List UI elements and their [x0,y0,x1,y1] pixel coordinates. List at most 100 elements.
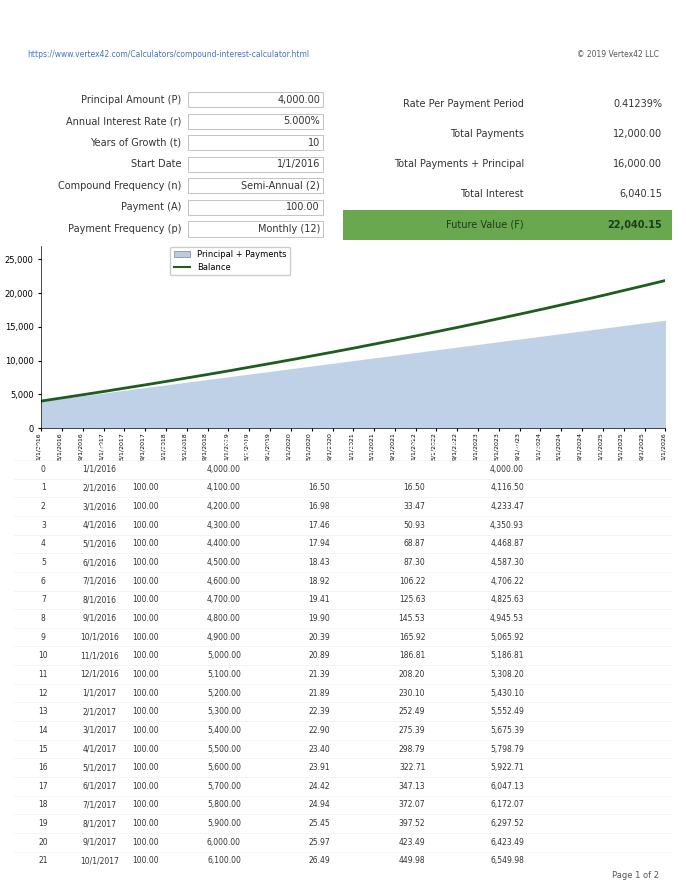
Text: Interest: Interest [415,449,449,458]
Text: 18.92: 18.92 [308,576,330,586]
Text: 100.00: 100.00 [132,670,158,679]
Text: Payments: Payments [226,449,269,458]
Text: Future Value (F): Future Value (F) [447,219,524,230]
Text: Compound Interest Calculator: Compound Interest Calculator [27,18,357,37]
Text: 10: 10 [308,138,320,147]
Text: 322.71: 322.71 [399,763,425,773]
Text: 8: 8 [41,614,46,623]
Text: 4,945.53: 4,945.53 [490,614,524,623]
Text: 5,186.81: 5,186.81 [490,651,524,661]
Text: 19: 19 [38,819,48,829]
Text: Annual Interest Rate (r): Annual Interest Rate (r) [66,116,181,126]
Text: 25.45: 25.45 [308,819,330,829]
Text: 1/1/2016: 1/1/2016 [82,464,117,474]
FancyBboxPatch shape [188,178,323,194]
Text: Years of Growth (t): Years of Growth (t) [91,138,181,147]
Text: 12: 12 [38,688,48,698]
Text: Interest: Interest [319,443,353,452]
Text: Semi-Annual (2): Semi-Annual (2) [241,181,320,191]
Text: 423.49: 423.49 [399,837,425,847]
FancyBboxPatch shape [188,156,323,172]
Text: 5/1/2017: 5/1/2017 [82,763,117,773]
Text: 10: 10 [38,651,48,661]
Text: 24.42: 24.42 [308,781,330,791]
Text: 10/1/2017: 10/1/2017 [80,856,119,866]
Text: 449.98: 449.98 [399,856,425,866]
Text: 100.00: 100.00 [132,483,158,493]
Text: 3: 3 [41,520,46,530]
Text: 17.46: 17.46 [308,520,330,530]
Text: 100.00: 100.00 [132,576,158,586]
Text: 5,675.39: 5,675.39 [490,725,524,735]
Text: 11: 11 [38,670,48,679]
Text: 25.97: 25.97 [308,837,330,847]
Text: Monthly (12): Monthly (12) [258,224,320,234]
Text: 100.00: 100.00 [132,688,158,698]
Text: 6,297.52: 6,297.52 [490,819,524,829]
Text: 4,100.00: 4,100.00 [207,483,241,493]
Text: 4,500.00: 4,500.00 [207,558,241,567]
Text: 7/1/2016: 7/1/2016 [82,576,117,586]
Text: Total Interest: Total Interest [460,189,524,200]
Text: 4,350.93: 4,350.93 [490,520,524,530]
Text: 2/1/2017: 2/1/2017 [82,707,117,717]
Text: 125.63: 125.63 [399,595,425,605]
Text: 6,040.15: 6,040.15 [619,189,663,200]
Text: 16: 16 [38,763,48,773]
Text: 4,706.22: 4,706.22 [490,576,524,586]
Text: 9/1/2017: 9/1/2017 [82,837,117,847]
Text: 21: 21 [38,856,48,866]
Text: 4,825.63: 4,825.63 [490,595,524,605]
Text: 5,798.79: 5,798.79 [490,744,524,754]
Text: 208.20: 208.20 [399,670,425,679]
Text: 7: 7 [41,595,46,605]
Text: 9/1/2016: 9/1/2016 [82,614,117,623]
Text: 23.91: 23.91 [308,763,330,773]
Text: Cumulative: Cumulative [407,440,456,448]
Text: 21.39: 21.39 [308,670,330,679]
Text: 22.90: 22.90 [308,725,330,735]
Text: 1: 1 [41,483,46,493]
Text: 16,000.00: 16,000.00 [613,159,663,170]
Text: 4,800.00: 4,800.00 [207,614,241,623]
Text: 0.41239%: 0.41239% [613,99,663,109]
Text: 22,040.15: 22,040.15 [608,219,663,230]
Text: Date: Date [89,443,110,452]
FancyBboxPatch shape [188,221,323,236]
Text: 50.93: 50.93 [403,520,425,530]
Text: 16.98: 16.98 [308,502,330,511]
Text: 5,308.20: 5,308.20 [490,670,524,679]
Text: 6,000.00: 6,000.00 [207,837,241,847]
Text: 17: 17 [38,781,48,791]
Text: 5,300.00: 5,300.00 [207,707,241,717]
Text: 100.00: 100.00 [132,614,158,623]
Text: 0: 0 [41,464,46,474]
Text: 4,700.00: 4,700.00 [207,595,241,605]
Text: 5,800.00: 5,800.00 [207,800,241,810]
Text: 5,500.00: 5,500.00 [207,744,241,754]
Text: Principal +: Principal + [224,440,271,448]
Text: 10/1/2016: 10/1/2016 [80,632,119,642]
Text: 22.39: 22.39 [308,707,330,717]
Text: 6,172.07: 6,172.07 [490,800,524,810]
Text: 4,300.00: 4,300.00 [207,520,241,530]
Text: 5,700.00: 5,700.00 [207,781,241,791]
Text: 4,400.00: 4,400.00 [207,539,241,549]
Text: 4,000.00: 4,000.00 [277,95,320,105]
Text: 5.000%: 5.000% [283,116,320,126]
Text: 5,065.92: 5,065.92 [490,632,524,642]
Text: 252.49: 252.49 [399,707,425,717]
Text: 19.41: 19.41 [308,595,330,605]
Text: 100.00: 100.00 [132,520,158,530]
Text: 17.94: 17.94 [308,539,330,549]
Text: Total Payments + Principal: Total Payments + Principal [394,159,524,170]
Text: 100.00: 100.00 [132,781,158,791]
FancyBboxPatch shape [343,210,672,240]
Text: 4,116.50: 4,116.50 [490,483,524,493]
Text: 5,430.10: 5,430.10 [490,688,524,698]
Text: 100.00: 100.00 [132,819,158,829]
Text: 100.00: 100.00 [132,744,158,754]
Text: 2: 2 [41,502,46,511]
Text: 5,000.00: 5,000.00 [207,651,241,661]
Text: 6,100.00: 6,100.00 [207,856,241,866]
